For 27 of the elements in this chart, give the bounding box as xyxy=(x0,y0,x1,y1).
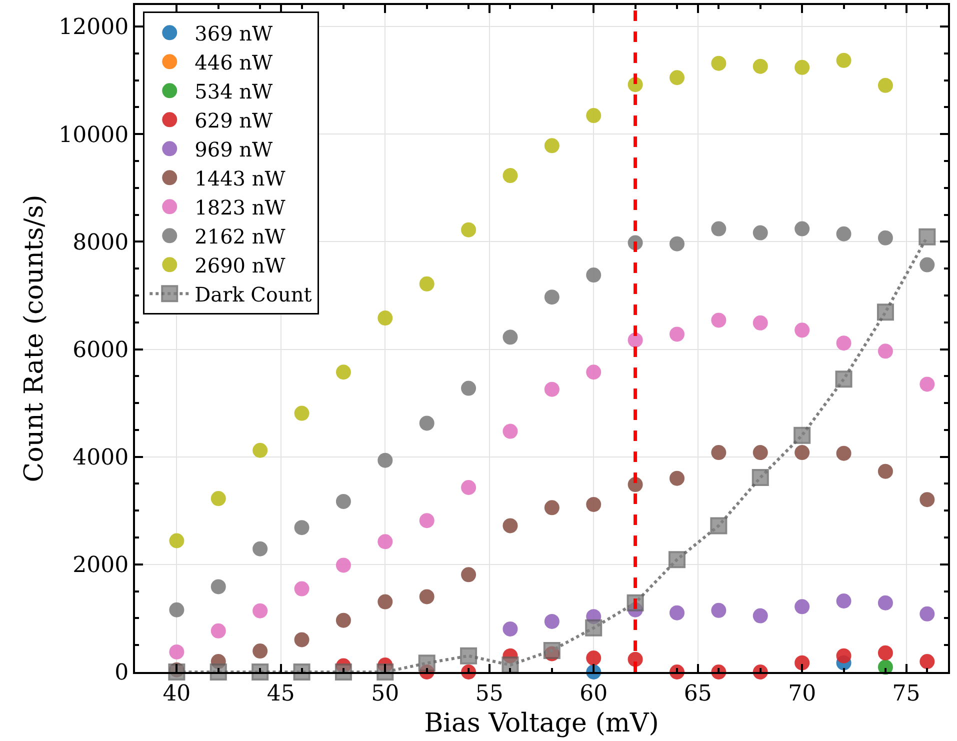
legend-label: 369 nW xyxy=(194,21,274,46)
x-tick-label: 60 xyxy=(580,681,608,706)
legend-label: 2162 nW xyxy=(194,224,286,248)
legend-label: 2690 nW xyxy=(194,253,286,278)
y-axis-title: Count Rate (counts/s) xyxy=(20,194,50,482)
y-tick-label: 6000 xyxy=(72,338,129,363)
y-tick-label: 8000 xyxy=(72,230,129,256)
legend-label: 1823 nW xyxy=(194,195,286,220)
legend-label: 629 nW xyxy=(194,108,274,132)
y-tick-label: 4000 xyxy=(72,446,129,471)
x-axis-title: Bias Voltage (mV) xyxy=(424,708,659,739)
x-tick-label: 70 xyxy=(788,681,816,706)
x-tick-label: 40 xyxy=(162,681,191,706)
y-tick-label: 12000 xyxy=(58,15,129,40)
x-tick-label: 50 xyxy=(371,681,400,706)
y-tick-label: 2000 xyxy=(72,553,129,578)
legend-label: 969 nW xyxy=(194,137,274,162)
y-tick-label: 0 xyxy=(114,660,129,686)
legend-label: Dark Count xyxy=(194,282,312,306)
x-tick-label: 45 xyxy=(266,681,295,706)
x-tick-label: 55 xyxy=(475,681,504,706)
legend-label: 1443 nW xyxy=(194,166,286,190)
x-tick-label: 75 xyxy=(892,681,920,706)
y-tick-label: 10000 xyxy=(58,122,129,148)
x-tick-label: 65 xyxy=(684,681,712,706)
legend-label: 534 nW xyxy=(194,79,274,104)
legend-label: 446 nW xyxy=(194,50,274,74)
